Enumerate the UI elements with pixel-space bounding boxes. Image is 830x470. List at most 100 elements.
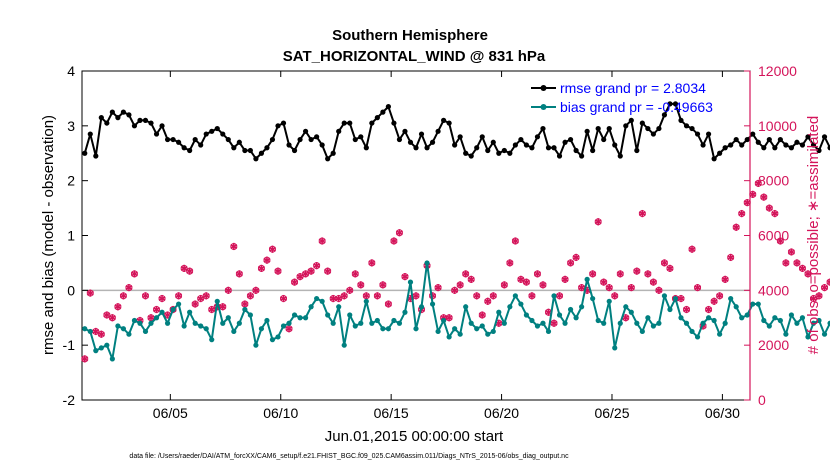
rmse-series-point xyxy=(369,120,375,126)
rmse-series-point xyxy=(816,147,822,154)
y-right-tick-label: 4000 xyxy=(758,282,789,298)
obs-assimilated-point xyxy=(727,253,735,262)
bias-series-point xyxy=(700,320,706,326)
bias-series-point xyxy=(529,317,535,324)
x-tick-label: 06/20 xyxy=(484,405,519,421)
bias-series-point xyxy=(672,295,679,302)
bias-series-point xyxy=(628,309,634,315)
obs-assimilated-point xyxy=(754,179,762,188)
obs-assimilated-point xyxy=(373,292,381,300)
bias-series-point xyxy=(153,315,160,321)
rmse-series-point xyxy=(291,147,298,154)
bias-series-point xyxy=(275,334,281,340)
bias-series-point xyxy=(407,279,414,285)
bias-series-point xyxy=(181,323,187,329)
bias-series-point xyxy=(799,315,806,321)
obs-assimilated-point xyxy=(743,199,751,207)
rmse-series-point xyxy=(358,134,364,140)
obs-assimilated-point xyxy=(401,273,409,281)
obs-assimilated-point xyxy=(533,270,541,278)
rmse-series-point xyxy=(418,131,425,137)
obs-assimilated-point xyxy=(539,281,547,289)
obs-assimilated-point xyxy=(633,267,641,275)
rmse-series-point xyxy=(87,131,93,137)
rmse-series-point xyxy=(93,153,99,159)
rmse-series-point xyxy=(689,125,695,132)
bias-series-point xyxy=(783,331,789,337)
y-right-tick-label: 0 xyxy=(758,392,766,408)
bias-series-point xyxy=(446,334,452,340)
y-right-tick-label: 10000 xyxy=(758,118,797,134)
rmse-series-point xyxy=(567,136,574,143)
rmse-series-point xyxy=(131,123,138,129)
obs-assimilated-point xyxy=(230,242,238,251)
bias-series-point xyxy=(308,304,314,310)
obs-assimilated-point xyxy=(627,283,635,292)
rmse-series-point xyxy=(783,142,789,148)
obs-assimilated-point xyxy=(749,190,757,198)
rmse-series-point xyxy=(490,139,496,145)
rmse-series-point xyxy=(601,136,607,143)
bias-series-point xyxy=(137,320,143,326)
obs-assimilated-point xyxy=(379,281,387,289)
rmse-series-point xyxy=(424,145,430,151)
bias-series-point xyxy=(82,326,88,332)
obs-assimilated-point xyxy=(141,292,150,300)
rmse-series-point xyxy=(115,115,121,121)
bias-series-point xyxy=(496,309,502,315)
obs-assimilated-point xyxy=(362,292,370,300)
obs-assimilated-point xyxy=(821,283,829,292)
bias-series-point xyxy=(358,320,364,326)
bias-series-point xyxy=(192,320,198,326)
obs-assimilated-point xyxy=(622,314,630,322)
rmse-series-point xyxy=(98,115,104,121)
bias-series-point xyxy=(590,295,596,302)
y-left-tick-label: 0 xyxy=(67,282,75,298)
rmse-series-point xyxy=(744,136,750,143)
obs-assimilated-point xyxy=(368,259,376,267)
bias-series-point xyxy=(545,328,552,335)
rmse-series-point xyxy=(468,153,474,159)
bias-series-point xyxy=(170,306,176,313)
obs-assimilated-point xyxy=(572,253,580,262)
rmse-series-point xyxy=(534,134,541,140)
rmse-series-point xyxy=(810,142,817,148)
bias-series-point xyxy=(131,317,138,324)
rmse-series-point xyxy=(441,117,447,123)
obs-assimilated-point xyxy=(180,264,188,272)
x-tick-label: 06/30 xyxy=(705,405,740,421)
bias-series-point xyxy=(325,312,331,318)
rmse-series-point xyxy=(518,136,524,143)
obs-assimilated-point xyxy=(644,270,652,278)
obs-assimilated-point xyxy=(732,223,740,231)
obs-assimilated-point xyxy=(263,256,271,264)
rmse-series-point xyxy=(606,125,612,132)
rmse-series-point xyxy=(479,134,485,140)
rmse-series-point xyxy=(634,147,640,154)
rmse-series-point xyxy=(617,153,623,159)
obs-assimilated-point xyxy=(798,264,806,272)
rmse-series-point xyxy=(705,131,712,137)
bias-series-point xyxy=(584,276,590,282)
bias-series-point xyxy=(258,326,265,332)
obs-assimilated-point xyxy=(765,204,773,212)
bias-series-point xyxy=(606,298,612,304)
rmse-series-point xyxy=(777,136,783,143)
rmse-series-point xyxy=(164,136,171,143)
obs-assimilated-point xyxy=(550,319,558,327)
rmse-series-point xyxy=(656,125,662,132)
rmse-series-point xyxy=(396,136,403,143)
rmse-series-point xyxy=(374,115,380,121)
bias-series-point xyxy=(805,334,811,340)
rmse-series-point xyxy=(380,109,386,115)
bias-series-point xyxy=(104,342,110,348)
rmse-series-point xyxy=(363,145,369,151)
bias-series-point xyxy=(617,320,623,326)
bias-series-point xyxy=(164,320,171,326)
rmse-series-point xyxy=(650,131,656,137)
rmse-series-point xyxy=(302,128,309,134)
rmse-series-point xyxy=(435,128,441,134)
bias-series-point xyxy=(452,326,458,332)
obs-assimilated-point xyxy=(224,286,232,294)
y-left-tick-label: 4 xyxy=(67,63,75,79)
